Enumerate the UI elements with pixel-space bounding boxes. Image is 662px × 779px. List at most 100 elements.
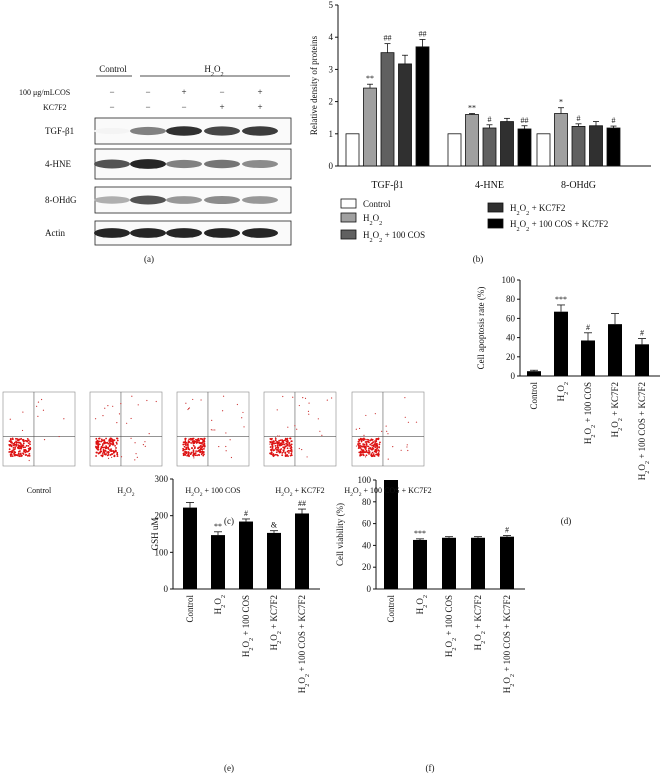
e-bar bbox=[267, 532, 281, 589]
label-tspan: O bbox=[583, 428, 593, 435]
label-tspan: O bbox=[444, 641, 454, 648]
flow-dot bbox=[283, 446, 286, 449]
flow-dot bbox=[357, 440, 360, 443]
flow-plot-label: H2O2 + 100 COS + KC7F2 bbox=[344, 486, 431, 498]
flow-dot bbox=[270, 438, 273, 441]
b-legend-swatch bbox=[340, 212, 357, 223]
flow-dot bbox=[27, 439, 30, 442]
blot-band bbox=[242, 126, 278, 136]
flow-dot bbox=[292, 396, 294, 398]
flow-dot bbox=[36, 405, 38, 407]
blot-sign: − bbox=[109, 102, 114, 112]
flow-dot bbox=[287, 455, 289, 458]
flow-dot bbox=[109, 437, 112, 440]
label-tspan: H bbox=[204, 64, 211, 74]
flow-dot bbox=[103, 451, 106, 454]
flow-dot bbox=[200, 445, 203, 447]
label-tspan: 2 bbox=[379, 220, 382, 227]
flow-dot bbox=[104, 453, 107, 456]
flow-dot bbox=[365, 414, 367, 417]
f-category-label: Control bbox=[386, 595, 396, 623]
b-bar bbox=[571, 125, 586, 167]
flow-dot bbox=[43, 439, 46, 441]
blot-sign: + bbox=[257, 102, 262, 112]
flow-dot bbox=[225, 432, 227, 434]
d-significance-mark: *** bbox=[555, 295, 567, 304]
flow-dot bbox=[407, 449, 409, 452]
label-tspan: O bbox=[213, 598, 223, 605]
flow-dot bbox=[363, 446, 366, 449]
flow-dot bbox=[98, 452, 100, 454]
flow-dot bbox=[378, 443, 381, 446]
label-tspan: O bbox=[214, 64, 221, 74]
flow-dot bbox=[365, 454, 368, 457]
label-tspan: 2 bbox=[132, 492, 135, 498]
flow-dot bbox=[229, 439, 231, 441]
flow-dot bbox=[198, 446, 201, 449]
label-tspan: H bbox=[241, 650, 251, 657]
flow-dot bbox=[375, 443, 378, 446]
flow-dot bbox=[270, 451, 273, 454]
flow-dot bbox=[357, 447, 360, 449]
label-tspan: H bbox=[363, 230, 370, 240]
flow-dot bbox=[269, 443, 271, 445]
label-tspan: 2 bbox=[422, 605, 429, 608]
flow-dot bbox=[372, 453, 375, 456]
flow-dot bbox=[188, 440, 190, 443]
flow-dot bbox=[188, 438, 191, 441]
blot-band bbox=[94, 159, 130, 169]
flow-dot bbox=[29, 448, 32, 451]
label-tspan: 2 bbox=[379, 237, 382, 244]
flow-dot bbox=[111, 440, 114, 443]
flow-dot bbox=[184, 448, 186, 451]
flow-dot bbox=[203, 439, 206, 442]
flow-dot bbox=[278, 435, 280, 437]
flow-dot bbox=[134, 459, 136, 461]
label-tspan: H bbox=[185, 486, 191, 495]
flow-dot bbox=[392, 446, 394, 448]
flow-dot bbox=[371, 441, 374, 444]
flow-dot bbox=[9, 450, 12, 453]
flow-dot bbox=[358, 442, 361, 445]
flow-dot bbox=[361, 445, 364, 448]
flow-plot: Control bbox=[2, 391, 76, 495]
flow-dot bbox=[195, 438, 197, 441]
e-y-tick-label: 0 bbox=[164, 584, 169, 594]
flow-dot bbox=[271, 448, 274, 450]
flow-dot bbox=[24, 446, 27, 449]
f-bar bbox=[471, 537, 485, 589]
flow-dot bbox=[358, 451, 361, 454]
b-bar bbox=[363, 87, 377, 167]
flow-dot bbox=[193, 442, 196, 445]
f-bar bbox=[442, 537, 456, 589]
blot-band-label: TGF-β1 bbox=[45, 126, 74, 136]
d-y-tick-label: 40 bbox=[506, 333, 516, 343]
flow-dot bbox=[28, 452, 31, 455]
b-y-tick-label: 4 bbox=[329, 32, 334, 42]
flow-dot bbox=[9, 438, 12, 441]
label-tspan: + 100 COS bbox=[444, 595, 454, 638]
b-legend-label: H2O2 bbox=[363, 213, 382, 227]
flow-dot bbox=[290, 449, 293, 451]
flow-dot bbox=[185, 441, 188, 444]
flow-dot bbox=[210, 429, 212, 431]
flow-dot bbox=[191, 437, 194, 440]
b-y-tick-label: 1 bbox=[329, 129, 334, 139]
flow-dot bbox=[381, 430, 383, 432]
label-tspan: 2 bbox=[509, 674, 516, 677]
flow-dot bbox=[290, 452, 293, 455]
flow-dot bbox=[11, 455, 14, 458]
flow-dot bbox=[196, 447, 199, 450]
panel-label-d: (d) bbox=[561, 516, 572, 526]
flow-plot-frame bbox=[2, 391, 76, 467]
blot-band bbox=[130, 228, 166, 238]
blot-band bbox=[166, 159, 202, 169]
blot-band bbox=[94, 196, 130, 204]
label-tspan: O bbox=[415, 598, 425, 605]
e-bar bbox=[239, 521, 253, 589]
label-tspan: H bbox=[275, 486, 281, 495]
e-significance-mark: ** bbox=[214, 522, 222, 531]
label-tspan: 2 bbox=[644, 461, 651, 464]
flow-dot bbox=[15, 440, 17, 443]
